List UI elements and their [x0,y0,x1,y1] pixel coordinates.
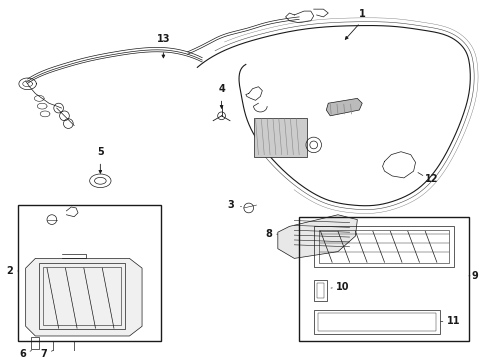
Bar [318,230,448,263]
Bar [316,283,324,298]
Text: 7: 7 [40,350,47,359]
Text: 13: 13 [156,34,170,44]
Bar [31,351,39,360]
Bar [39,263,124,329]
Text: 6: 6 [19,350,25,359]
Text: 5: 5 [97,147,103,157]
Text: 12: 12 [425,174,438,184]
Text: 1: 1 [358,9,365,19]
Bar [313,280,326,301]
Bar [313,226,453,267]
Bar [53,341,74,360]
Bar [43,267,121,325]
Text: 9: 9 [471,271,478,281]
Text: 11: 11 [446,316,459,327]
Text: 8: 8 [264,229,271,239]
Polygon shape [325,98,362,116]
Text: 2: 2 [6,266,13,276]
Text: 4: 4 [218,85,224,94]
Bar [313,310,439,334]
Polygon shape [277,215,357,258]
Bar [317,313,435,331]
Text: 3: 3 [227,200,234,210]
Bar [299,217,468,341]
Bar [253,118,306,157]
Bar [31,337,39,348]
Bar [18,205,161,341]
Text: 10: 10 [335,283,349,292]
Polygon shape [25,258,142,336]
